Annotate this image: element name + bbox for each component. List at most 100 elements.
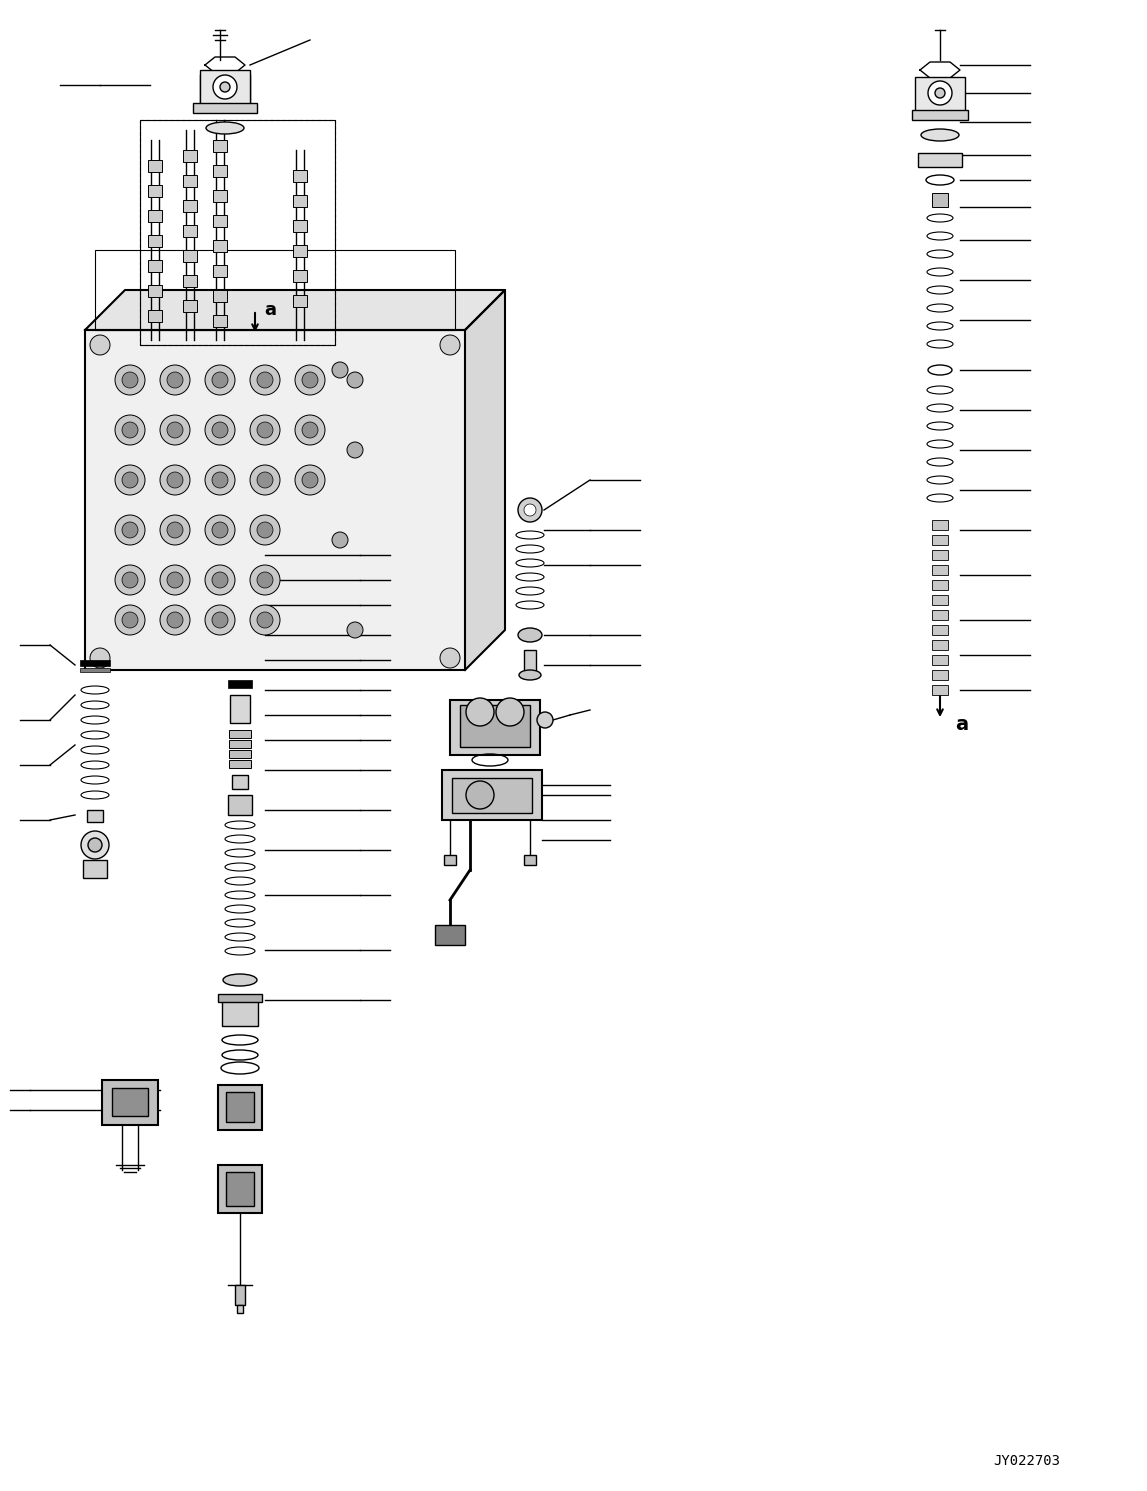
Circle shape	[257, 473, 273, 488]
Circle shape	[167, 611, 184, 628]
Circle shape	[167, 573, 184, 587]
Bar	[229, 731, 251, 738]
Bar	[112, 1088, 148, 1115]
Bar	[292, 295, 307, 307]
Circle shape	[257, 611, 273, 628]
Bar	[933, 610, 949, 620]
Circle shape	[122, 611, 138, 628]
Circle shape	[250, 514, 280, 546]
Circle shape	[159, 514, 190, 546]
Circle shape	[205, 514, 235, 546]
Circle shape	[212, 473, 228, 488]
Circle shape	[115, 605, 145, 635]
Circle shape	[89, 649, 110, 668]
Bar	[87, 810, 103, 822]
Circle shape	[115, 365, 145, 395]
Circle shape	[122, 371, 138, 388]
Circle shape	[205, 365, 235, 395]
Circle shape	[250, 465, 280, 495]
Bar	[102, 1079, 158, 1126]
Bar	[184, 300, 197, 312]
Bar	[226, 1172, 253, 1206]
Circle shape	[212, 611, 228, 628]
Circle shape	[257, 422, 273, 438]
Bar	[933, 580, 949, 590]
Circle shape	[250, 605, 280, 635]
Circle shape	[212, 522, 228, 538]
Circle shape	[159, 414, 190, 444]
Circle shape	[159, 565, 190, 595]
Bar	[193, 103, 257, 113]
Circle shape	[348, 622, 362, 638]
Circle shape	[159, 365, 190, 395]
Bar	[218, 1164, 262, 1214]
Bar	[184, 225, 197, 237]
Bar	[292, 221, 307, 233]
Bar	[200, 70, 250, 104]
Circle shape	[122, 473, 138, 488]
Bar	[229, 760, 251, 768]
Bar	[933, 565, 949, 576]
Bar	[235, 1285, 245, 1305]
Ellipse shape	[518, 628, 543, 643]
Bar	[933, 192, 949, 207]
Bar	[223, 997, 258, 1026]
Bar	[213, 291, 227, 303]
Circle shape	[115, 414, 145, 444]
Circle shape	[302, 473, 318, 488]
Bar	[450, 699, 540, 754]
Ellipse shape	[518, 669, 541, 680]
Bar	[435, 924, 465, 945]
Bar	[218, 994, 262, 1002]
Circle shape	[257, 522, 273, 538]
Bar	[228, 680, 252, 687]
Text: JY022703: JY022703	[993, 1454, 1060, 1469]
Circle shape	[257, 371, 273, 388]
Bar	[933, 550, 949, 561]
Circle shape	[167, 422, 184, 438]
Bar	[237, 1305, 243, 1314]
Circle shape	[348, 441, 362, 458]
Ellipse shape	[206, 122, 244, 134]
Bar	[918, 154, 962, 167]
Circle shape	[295, 365, 325, 395]
Circle shape	[167, 522, 184, 538]
Bar	[213, 166, 227, 177]
Circle shape	[295, 414, 325, 444]
Bar	[444, 854, 457, 865]
Bar	[292, 270, 307, 282]
Bar	[184, 200, 197, 212]
Circle shape	[167, 473, 184, 488]
Bar	[232, 775, 248, 789]
Circle shape	[302, 371, 318, 388]
Bar	[933, 535, 949, 546]
Bar	[213, 265, 227, 277]
Text: a: a	[264, 301, 276, 319]
Circle shape	[122, 522, 138, 538]
Bar	[140, 119, 335, 344]
Text: a: a	[955, 716, 968, 735]
Circle shape	[81, 830, 109, 859]
Circle shape	[205, 565, 235, 595]
Circle shape	[537, 713, 553, 728]
Circle shape	[212, 573, 228, 587]
Circle shape	[115, 465, 145, 495]
Bar	[231, 695, 250, 723]
Circle shape	[122, 422, 138, 438]
Circle shape	[440, 649, 460, 668]
Bar	[292, 245, 307, 256]
Bar	[213, 189, 227, 201]
Circle shape	[115, 565, 145, 595]
Circle shape	[159, 605, 190, 635]
Circle shape	[205, 414, 235, 444]
Bar	[442, 769, 543, 820]
Circle shape	[205, 605, 235, 635]
Circle shape	[167, 371, 184, 388]
Bar	[140, 119, 335, 344]
Bar	[229, 740, 251, 748]
Bar	[933, 655, 949, 665]
Circle shape	[257, 573, 273, 587]
Bar	[226, 1091, 253, 1123]
Bar	[213, 240, 227, 252]
Bar	[292, 170, 307, 182]
